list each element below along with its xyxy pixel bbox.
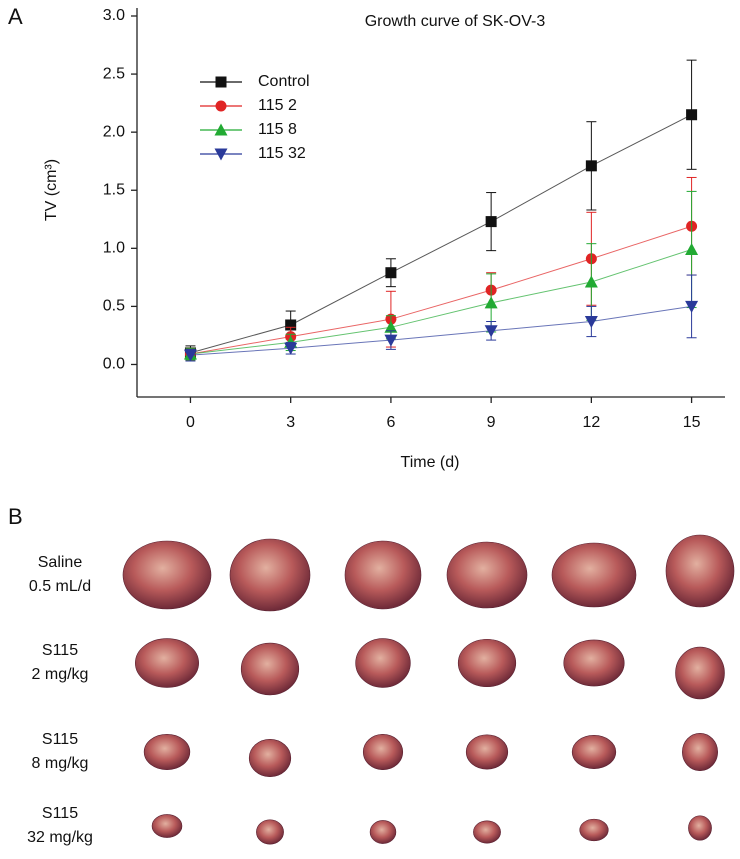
x-tick-label: 15 <box>683 414 701 431</box>
marker <box>214 148 228 161</box>
marker <box>685 300 699 313</box>
marker <box>585 160 597 172</box>
x-tick-label: 3 <box>286 414 295 431</box>
tumor <box>688 815 712 841</box>
tumor <box>446 541 528 609</box>
marker <box>183 349 197 362</box>
row-label: 2 mg/kg <box>32 666 89 683</box>
tumor <box>571 735 617 769</box>
row-label: Saline <box>38 554 83 571</box>
legend-label: 115 2 <box>258 97 297 114</box>
tumor <box>362 734 404 770</box>
tumor <box>665 534 735 608</box>
tumor <box>240 642 300 696</box>
legend-label: 115 32 <box>258 145 306 162</box>
y-tick-label: 1.0 <box>103 240 125 257</box>
row-label: S115 <box>42 642 78 659</box>
tumor <box>151 814 183 838</box>
x-tick-label: 0 <box>186 414 195 431</box>
row-label: S115 <box>42 805 78 822</box>
tumor <box>465 734 509 770</box>
row-label: S115 <box>42 731 78 748</box>
y-tick-label: 3.0 <box>103 7 125 24</box>
marker <box>285 319 297 331</box>
tumor <box>473 820 501 844</box>
panel-label: B <box>8 504 23 529</box>
tumor <box>122 540 212 610</box>
marker <box>284 342 298 355</box>
series-line <box>190 305 692 356</box>
x-tick-label: 9 <box>487 414 496 431</box>
marker <box>685 242 699 255</box>
y-tick-label: 2.5 <box>103 65 125 82</box>
tumor <box>579 818 609 842</box>
tumor <box>551 542 637 608</box>
marker <box>215 100 227 112</box>
marker <box>584 275 598 288</box>
tumor <box>675 646 725 700</box>
series-line <box>190 225 692 355</box>
marker <box>484 296 498 309</box>
chart-title: Growth curve of SK-OV-3 <box>365 13 546 30</box>
legend-label: Control <box>258 73 310 90</box>
marker <box>584 315 598 328</box>
marker <box>215 76 227 88</box>
tumor <box>344 540 422 610</box>
panel-label: A <box>8 4 23 29</box>
tumor <box>563 639 625 687</box>
y-tick-label: 2.0 <box>103 123 125 140</box>
tumor <box>256 819 284 845</box>
row-label: 32 mg/kg <box>27 829 93 846</box>
x-axis-label: Time (d) <box>401 454 460 471</box>
y-tick-label: 0.0 <box>103 356 125 373</box>
tumor <box>369 820 397 844</box>
tumor <box>682 732 718 772</box>
marker <box>214 123 228 136</box>
y-axis-label: TV (cm³) <box>43 159 60 221</box>
x-tick-label: 6 <box>386 414 395 431</box>
marker <box>485 216 497 228</box>
x-tick-label: 12 <box>582 414 600 431</box>
y-tick-label: 0.5 <box>103 298 125 315</box>
row-label: 0.5 mL/d <box>29 578 91 595</box>
tumor <box>143 734 191 770</box>
row-label: 8 mg/kg <box>32 755 89 772</box>
legend-label: 115 8 <box>258 121 297 138</box>
tumor <box>229 538 311 612</box>
marker <box>385 267 397 279</box>
series-line <box>190 249 692 355</box>
marker <box>484 325 498 338</box>
series-line <box>190 114 692 354</box>
marker <box>384 320 398 333</box>
y-tick-label: 1.5 <box>103 181 125 198</box>
tumor <box>135 638 199 688</box>
tumor <box>355 638 411 688</box>
tumor <box>248 738 292 778</box>
marker <box>686 109 698 121</box>
tumor <box>457 638 517 688</box>
marker <box>384 334 398 347</box>
